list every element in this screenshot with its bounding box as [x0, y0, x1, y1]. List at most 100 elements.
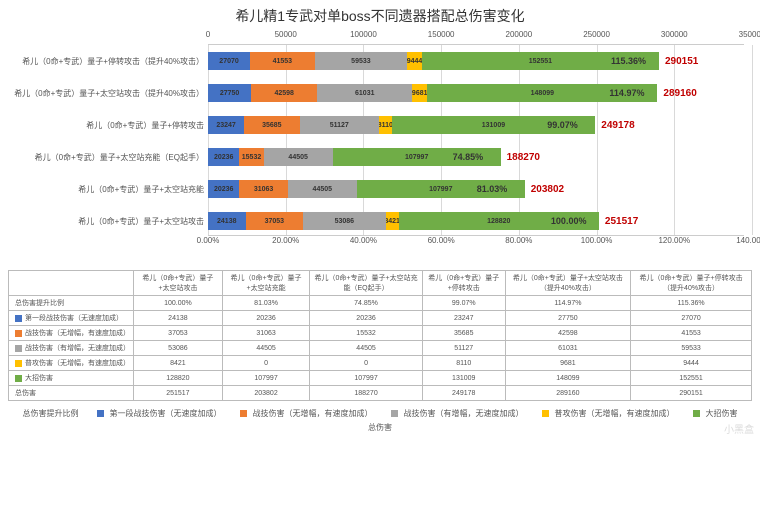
bar-label: 希儿（0命+专武）量子+太空站攻击（提升40%攻击） [12, 88, 208, 99]
table-row: 总伤害提升比例100.00%81.03%74.85%99.07%114.97%1… [9, 296, 752, 311]
bar-total: 289160 [663, 88, 696, 99]
bar-row: 希儿（0命+专武）量子+停转攻击232473568551127811013100… [208, 116, 744, 134]
bar-pct: 114.97% [609, 88, 644, 98]
bar-pct: 74.85% [453, 152, 484, 162]
cell: 31063 [222, 326, 309, 341]
table-row: 战技伤害（无增幅，有速度加成）3705331063155323568542598… [9, 326, 752, 341]
table-row: 第一段战技伤害（无速度加成）24138202362023623247277502… [9, 311, 752, 326]
bottom-axis: 0.00%20.00%40.00%60.00%80.00%100.00%120.… [208, 236, 744, 250]
chart-title: 希儿精1专武对单boss不同遗器搭配总伤害变化 [8, 6, 752, 26]
cell: 44505 [222, 341, 309, 356]
bot-tick: 120.00% [658, 236, 690, 245]
cell: 8421 [134, 356, 223, 371]
bar-label: 希儿（0命+专武）量子+停转攻击（提升40%攻击） [12, 56, 208, 67]
bar-total: 249178 [601, 120, 634, 131]
cell: 107997 [310, 371, 423, 386]
bar-row: 希儿（0命+专武）量子+太空站充能20236310634450501079978… [208, 180, 744, 198]
row-header: 战技伤害（无增幅，有速度加成） [9, 326, 134, 341]
table-row: 普攻伤害（无增幅，有速度加成）842100811096819444 [9, 356, 752, 371]
table-body: 总伤害提升比例100.00%81.03%74.85%99.07%114.97%1… [9, 296, 752, 401]
bar-row: 希儿（0命+专武）量子+停转攻击（提升40%攻击）270704155359533… [208, 52, 744, 70]
cell: 0 [222, 356, 309, 371]
cell: 81.03% [222, 296, 309, 311]
bot-tick: 80.00% [505, 236, 532, 245]
cell: 99.07% [422, 296, 505, 311]
cell: 203802 [222, 386, 309, 401]
bar-pct: 115.36% [611, 56, 646, 66]
chart-area: 0500001000001500002000002500003000003500… [208, 30, 744, 266]
bar-seg: 44505 [264, 148, 333, 166]
cell: 20236 [310, 311, 423, 326]
table-row: 总伤害251517203802188270249178289160290151 [9, 386, 752, 401]
bar-seg: 23247 [208, 116, 244, 134]
cell: 59533 [631, 341, 752, 356]
bar-seg: 15532 [239, 148, 263, 166]
bar-seg: 20236 [208, 148, 239, 166]
cell: 42598 [505, 326, 630, 341]
bar-total: 251517 [605, 216, 638, 227]
table-row: 战技伤害（有增幅，无速度加成）5308644505445055112761031… [9, 341, 752, 356]
legend-item: 总伤害 [368, 423, 392, 432]
bar-label: 希儿（0命+专武）量子+太空站充能 [12, 184, 208, 195]
top-tick: 350000 [739, 30, 760, 39]
watermark: 小黑盒 [724, 421, 754, 436]
cell: 27070 [631, 311, 752, 326]
bar-seg: 27070 [208, 52, 250, 70]
cell: 115.36% [631, 296, 752, 311]
bar-seg: 24138 [208, 212, 246, 230]
root: 希儿精1专武对单boss不同遗器搭配总伤害变化 0500001000001500… [0, 0, 760, 442]
top-axis: 0500001000001500002000002500003000003500… [208, 30, 744, 44]
bar-total: 290151 [665, 56, 698, 67]
bar-pct: 81.03% [477, 184, 508, 194]
cell: 100.00% [134, 296, 223, 311]
cell: 0 [310, 356, 423, 371]
bar-pct: 100.00% [551, 216, 587, 226]
bot-tick: 60.00% [428, 236, 455, 245]
bar-seg: 59533 [315, 52, 408, 70]
col-header: 希儿（0命+专武）量子+太空站攻击（提升40%攻击） [505, 271, 630, 296]
cell: 148099 [505, 371, 630, 386]
bar-seg: 20236 [208, 180, 239, 198]
bar-seg: 31063 [239, 180, 287, 198]
col-header: 希儿（0命+专武）量子+太空站充能（EQ起手） [310, 271, 423, 296]
bar-seg: 53086 [303, 212, 386, 230]
table-row: 大招伤害128820107997107997131009148099152551 [9, 371, 752, 386]
top-tick: 200000 [505, 30, 532, 39]
cell: 131009 [422, 371, 505, 386]
cell: 188270 [310, 386, 423, 401]
bar-label: 希儿（0命+专武）量子+停转攻击 [12, 120, 208, 131]
legend-item: 第一段战技伤害（无速度加成） [91, 409, 222, 418]
bar-seg: 8110 [379, 116, 392, 134]
bars-zone: 希儿（0命+专武）量子+停转攻击（提升40%攻击）270704155359533… [208, 44, 744, 236]
row-header: 普攻伤害（无增幅，有速度加成） [9, 356, 134, 371]
legend-item: 总伤害提升比例 [23, 409, 79, 418]
legend-item: 战技伤害（无增幅，有速度加成） [234, 409, 373, 418]
cell: 289160 [505, 386, 630, 401]
data-table: 希儿（0命+专武）量子+太空站攻击希儿（0命+专武）量子+太空站充能希儿（0命+… [8, 270, 752, 401]
row-header: 总伤害提升比例 [9, 296, 134, 311]
cell: 27750 [505, 311, 630, 326]
top-tick: 250000 [583, 30, 610, 39]
bar-seg: 35685 [244, 116, 299, 134]
cell: 24138 [134, 311, 223, 326]
cell: 41553 [631, 326, 752, 341]
bot-tick: 100.00% [581, 236, 613, 245]
bar-row: 希儿（0命+专武）量子+太空站攻击（提升40%攻击）27750425986103… [208, 84, 744, 102]
bar-seg: 44505 [288, 180, 357, 198]
cell: 9681 [505, 356, 630, 371]
cell: 44505 [310, 341, 423, 356]
row-header: 战技伤害（有增幅，无速度加成） [9, 341, 134, 356]
cell: 23247 [422, 311, 505, 326]
top-tick: 300000 [661, 30, 688, 39]
cell: 8110 [422, 356, 505, 371]
bar-seg: 9444 [407, 52, 422, 70]
bar-seg: 41553 [250, 52, 315, 70]
cell: 53086 [134, 341, 223, 356]
top-tick: 50000 [275, 30, 297, 39]
bar-seg: 42598 [251, 84, 317, 102]
top-tick: 100000 [350, 30, 377, 39]
legend-item: 大招伤害 [687, 409, 738, 418]
row-header: 第一段战技伤害（无速度加成） [9, 311, 134, 326]
cell: 9444 [631, 356, 752, 371]
cell: 35685 [422, 326, 505, 341]
